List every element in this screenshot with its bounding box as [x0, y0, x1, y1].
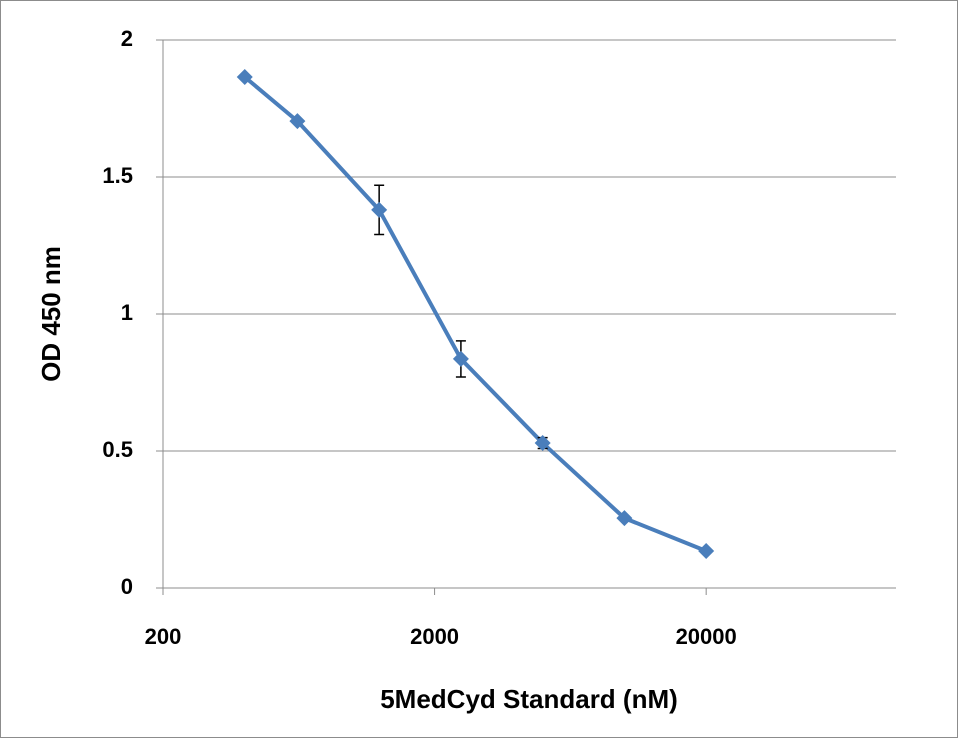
x-axis-title: 5MedCyd Standard (nM) — [380, 684, 678, 714]
data-point — [698, 543, 715, 560]
x-tick-label: 20000 — [676, 624, 737, 649]
data-point — [289, 113, 306, 130]
data-point — [236, 68, 253, 85]
y-axis-title: OD 450 nm — [36, 246, 66, 382]
data-point — [616, 510, 633, 527]
x-tick-label: 200 — [145, 624, 182, 649]
data-point — [452, 350, 469, 367]
y-tick-label: 1 — [121, 300, 133, 325]
data-point — [534, 435, 551, 452]
y-tick-label: 0.5 — [102, 437, 133, 462]
data-point — [371, 201, 388, 218]
y-tick-label: 0 — [121, 574, 133, 599]
y-tick-label: 2 — [121, 26, 133, 51]
y-tick-label: 1.5 — [102, 163, 133, 188]
x-tick-label: 2000 — [410, 624, 459, 649]
